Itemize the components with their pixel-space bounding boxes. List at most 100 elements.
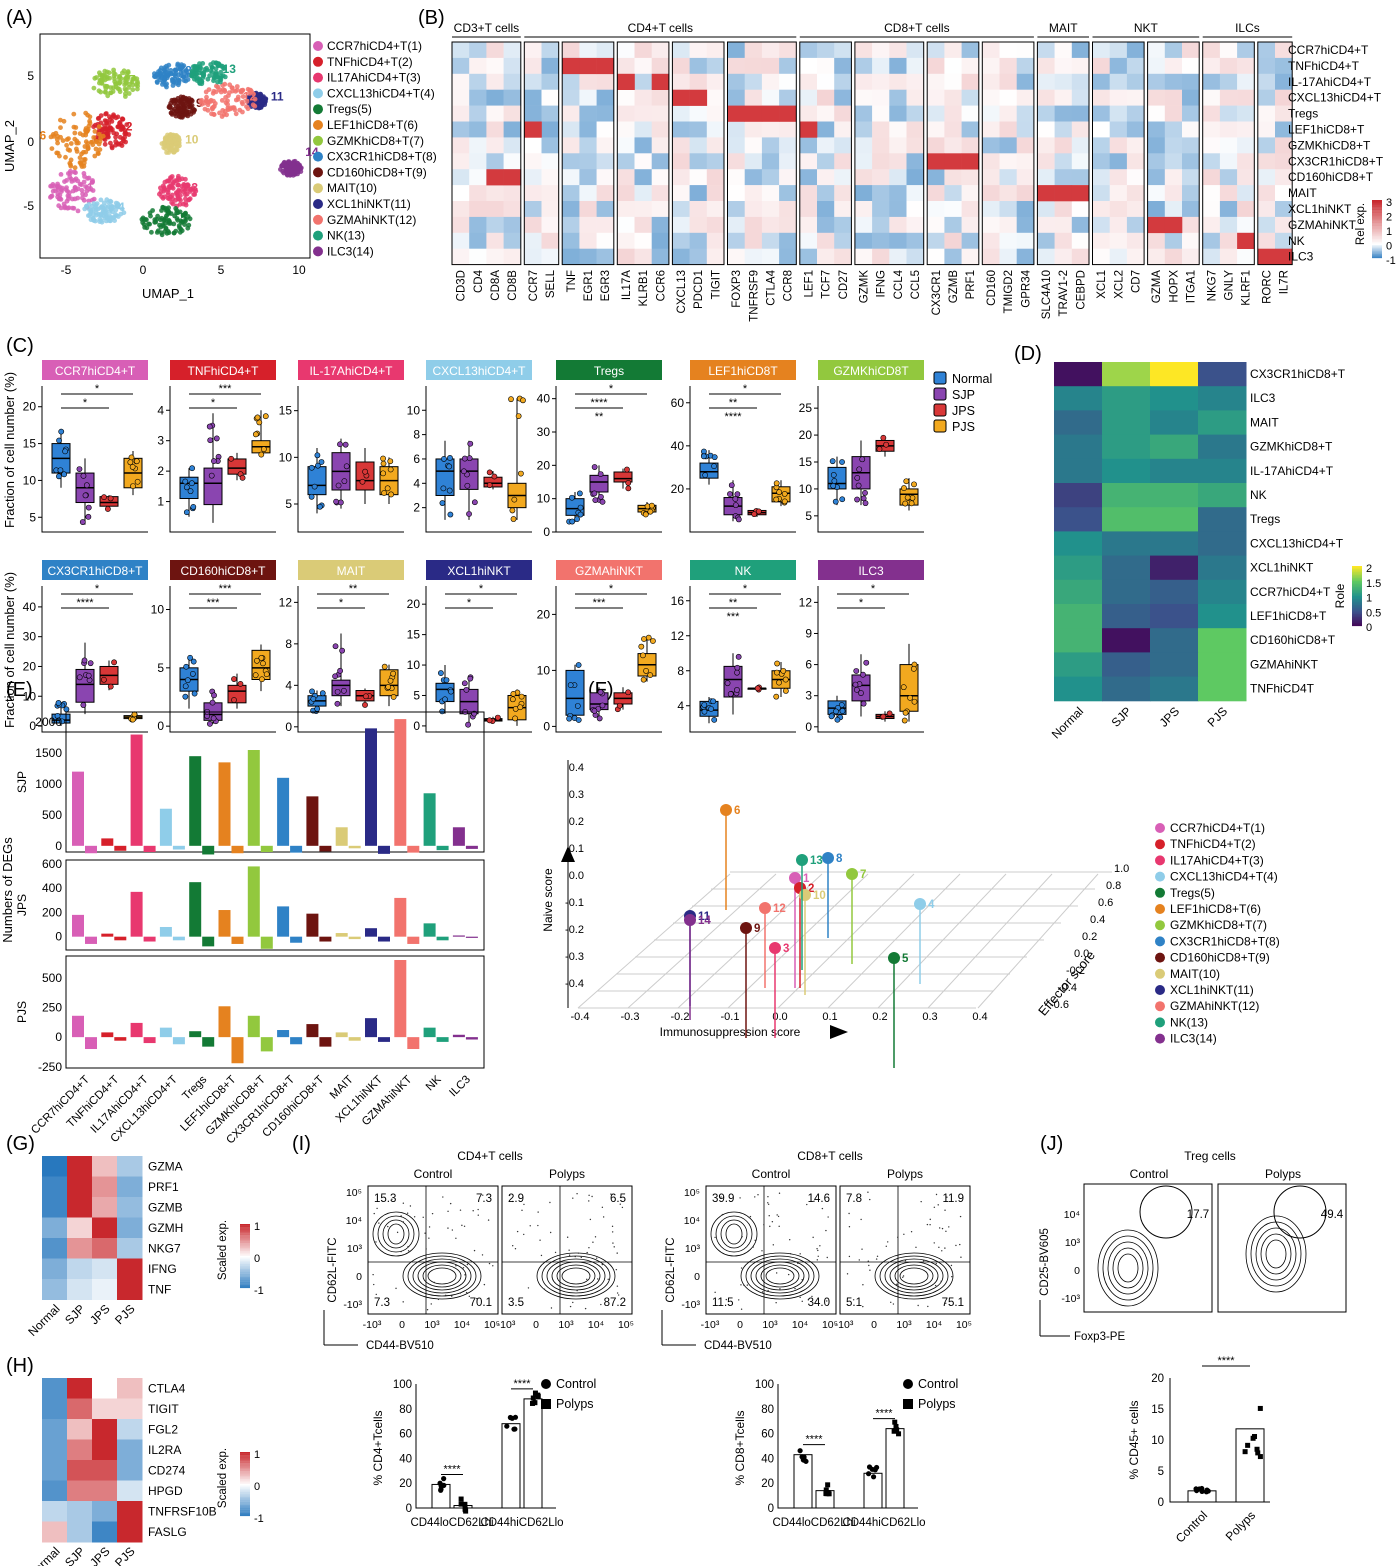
heatmap-cell bbox=[1147, 137, 1166, 154]
deg-bar-down bbox=[143, 936, 156, 942]
legend-gradient bbox=[240, 1243, 250, 1245]
point-label: 11 bbox=[698, 911, 711, 923]
boxplot-point bbox=[776, 679, 782, 686]
deg-ytick: 0 bbox=[55, 1030, 62, 1044]
scaled-heatmap-cell bbox=[42, 1258, 68, 1280]
legend-gradient bbox=[240, 1260, 250, 1263]
flow-event bbox=[396, 1231, 399, 1234]
bar-category: CD44loCD62Lhi bbox=[410, 1517, 493, 1529]
legend-gradient bbox=[240, 1508, 250, 1510]
flow-event bbox=[934, 1284, 937, 1287]
heatmap-cell bbox=[651, 201, 670, 218]
boxplot-point bbox=[512, 715, 519, 722]
umap-cell bbox=[48, 194, 53, 200]
flow-event bbox=[869, 1269, 871, 1271]
heatmap-cell bbox=[634, 153, 652, 170]
sig-label: ** bbox=[349, 583, 358, 595]
heatmap-cell bbox=[727, 42, 745, 59]
boxplot-point bbox=[518, 693, 525, 700]
umap-ylabel: UMAP_2 bbox=[2, 120, 17, 172]
umap-cell bbox=[107, 215, 113, 221]
boxplot-point bbox=[190, 504, 197, 510]
heatmap-cell bbox=[1237, 137, 1255, 154]
heatmap-cell bbox=[1182, 153, 1200, 170]
heatmap-cell bbox=[889, 216, 907, 234]
legend-gradient bbox=[240, 1249, 250, 1252]
scaled-heatmap-cell bbox=[117, 1279, 143, 1300]
heatmap-cell bbox=[961, 42, 980, 59]
flow-ylabel: CD62L-FITC bbox=[327, 1237, 339, 1302]
heatmap-cell bbox=[579, 89, 597, 106]
legend-swatch bbox=[313, 151, 323, 162]
heatmap-cell bbox=[744, 42, 763, 59]
umap-cell bbox=[116, 202, 121, 208]
heatmap-cell bbox=[834, 73, 852, 90]
deg-bar-up bbox=[72, 1015, 84, 1038]
flow-event bbox=[569, 1305, 572, 1308]
deg-bar-up bbox=[159, 808, 172, 846]
flow-event bbox=[406, 1212, 409, 1214]
umap-cell bbox=[166, 217, 172, 223]
umap-cell bbox=[237, 107, 243, 113]
scaled-row-label: GZMH bbox=[148, 1221, 183, 1235]
flow-event bbox=[549, 1201, 551, 1204]
umap-cell bbox=[255, 92, 261, 98]
legend-gradient bbox=[240, 1276, 250, 1279]
umap-cell bbox=[189, 97, 194, 103]
heatmap-row-label: ILC3 bbox=[1288, 250, 1314, 264]
boxplot-ytick: 0 bbox=[543, 719, 550, 733]
legend-gradient bbox=[240, 1490, 250, 1493]
scaled-heatmap-cell bbox=[67, 1419, 93, 1440]
flow-event bbox=[767, 1289, 769, 1292]
role-heatmap-cell bbox=[1102, 434, 1151, 460]
legend-gradient bbox=[1372, 237, 1382, 240]
flow-event bbox=[424, 1232, 426, 1234]
role-heatmap-cell bbox=[1150, 507, 1199, 532]
heatmap-cell bbox=[744, 57, 763, 75]
deg-bar-down bbox=[114, 845, 127, 851]
legend-gradient bbox=[240, 1461, 250, 1464]
sig-label: * bbox=[95, 583, 100, 595]
heatmap-gene-label: FOXP3 bbox=[731, 270, 743, 308]
heatmap-cell bbox=[1202, 121, 1221, 138]
deg-ytick: 600 bbox=[42, 857, 62, 871]
boxplot-box bbox=[589, 474, 609, 493]
role-row-label: CCR7hiCD4+T bbox=[1250, 585, 1331, 599]
point-label: 9 bbox=[754, 923, 760, 935]
boxplot-ytick: 20 bbox=[671, 482, 685, 496]
contour bbox=[561, 1267, 591, 1285]
legend-tick: -1 bbox=[254, 1285, 264, 1297]
flow-event bbox=[540, 1254, 543, 1257]
heatmap-cell bbox=[1202, 169, 1221, 186]
legend-gradient bbox=[240, 1512, 250, 1515]
flow-event bbox=[807, 1299, 810, 1301]
boxplot-point bbox=[574, 703, 581, 709]
heatmap-cell bbox=[452, 105, 470, 122]
heatmap-cell bbox=[854, 105, 873, 122]
boxplot-point bbox=[207, 437, 214, 444]
heatmap-cell bbox=[672, 185, 690, 202]
heatmap-gene-label: KLRF1 bbox=[1241, 270, 1253, 306]
boxplot-point bbox=[54, 713, 61, 719]
heatmap-cell bbox=[834, 121, 852, 138]
heatmap-cell bbox=[689, 42, 708, 59]
heatmap-row-label: CD160hiCD8+T bbox=[1288, 170, 1374, 184]
legend-gradient bbox=[240, 1509, 250, 1512]
boxplot-point bbox=[464, 482, 471, 489]
flow-xlabel: CD44-BV510 bbox=[704, 1340, 772, 1352]
umap-cell bbox=[124, 71, 129, 77]
heatmap-cell bbox=[817, 201, 835, 218]
heatmap-cell bbox=[1182, 42, 1200, 59]
heatmap-block bbox=[926, 41, 980, 266]
heatmap-cell bbox=[706, 169, 725, 186]
umap-cell bbox=[259, 102, 265, 108]
heatmap-cell bbox=[927, 216, 945, 234]
heatmap-block bbox=[981, 41, 1035, 266]
scaled-heatmap-cell bbox=[42, 1419, 68, 1440]
role-col-label: PJS bbox=[1205, 704, 1230, 729]
flow-event bbox=[488, 1262, 491, 1265]
flow-event bbox=[754, 1239, 756, 1242]
boxplot-point bbox=[187, 654, 194, 661]
heatmap-cell bbox=[1071, 89, 1090, 106]
heatmap-cell bbox=[961, 201, 980, 218]
